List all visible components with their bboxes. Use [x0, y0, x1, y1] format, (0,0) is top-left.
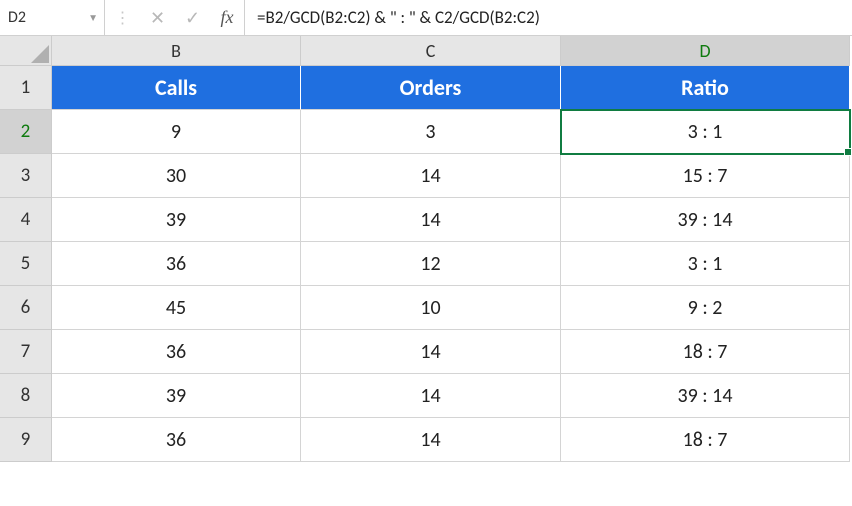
table-cell[interactable]: 36	[52, 418, 301, 462]
table-cell[interactable]: 30	[52, 154, 301, 198]
table-cell[interactable]: 3 : 1	[561, 242, 850, 286]
row-header[interactable]: 4	[0, 198, 52, 242]
row-header[interactable]: 1	[0, 66, 52, 110]
table-cell[interactable]: 10	[301, 286, 561, 330]
row-header[interactable]: 3	[0, 154, 52, 198]
column-header[interactable]: C	[301, 36, 561, 66]
table-cell[interactable]: 15 : 7	[561, 154, 850, 198]
table-cell[interactable]: 18 : 7	[561, 330, 850, 374]
table-header-cell[interactable]: Orders	[301, 66, 561, 110]
column-header[interactable]: B	[52, 36, 301, 66]
fx-icon[interactable]: fx	[210, 0, 245, 35]
row-header[interactable]: 6	[0, 286, 52, 330]
table-cell[interactable]: 14	[301, 374, 561, 418]
cancel-icon[interactable]: ✕	[140, 0, 175, 35]
formula-bar: D2 ▼ ⋮ ✕ ✓ fx	[0, 0, 852, 36]
row-header[interactable]: 8	[0, 374, 52, 418]
table-cell[interactable]: 3 : 1	[561, 110, 850, 154]
enter-icon[interactable]: ✓	[175, 0, 210, 35]
column-header[interactable]: D	[561, 36, 850, 66]
table-cell[interactable]: 39	[52, 198, 301, 242]
row-header[interactable]: 9	[0, 418, 52, 462]
table-cell[interactable]: 14	[301, 418, 561, 462]
table-header-cell[interactable]: Ratio	[561, 66, 850, 110]
spreadsheet-grid: BCD1CallsOrdersRatio2933 : 13301415 : 74…	[0, 36, 852, 462]
table-cell[interactable]: 45	[52, 286, 301, 330]
table-cell[interactable]: 39 : 14	[561, 198, 850, 242]
row-header[interactable]: 5	[0, 242, 52, 286]
name-box[interactable]: D2 ▼	[0, 0, 105, 35]
select-all-corner[interactable]	[0, 36, 52, 66]
row-header[interactable]: 7	[0, 330, 52, 374]
table-cell[interactable]: 39 : 14	[561, 374, 850, 418]
name-box-value: D2	[8, 8, 26, 27]
table-cell[interactable]: 14	[301, 330, 561, 374]
table-cell[interactable]: 9	[52, 110, 301, 154]
table-cell[interactable]: 12	[301, 242, 561, 286]
table-cell[interactable]: 36	[52, 330, 301, 374]
table-cell[interactable]: 14	[301, 198, 561, 242]
table-cell[interactable]: 39	[52, 374, 301, 418]
table-cell[interactable]: 36	[52, 242, 301, 286]
table-cell[interactable]: 14	[301, 154, 561, 198]
row-header[interactable]: 2	[0, 110, 52, 154]
separator-icon: ⋮	[105, 0, 140, 35]
table-cell[interactable]: 18 : 7	[561, 418, 850, 462]
table-cell[interactable]: 3	[301, 110, 561, 154]
chevron-down-icon[interactable]: ▼	[88, 11, 98, 24]
formula-input[interactable]	[245, 0, 852, 35]
table-cell[interactable]: 9 : 2	[561, 286, 850, 330]
table-header-cell[interactable]: Calls	[52, 66, 301, 110]
